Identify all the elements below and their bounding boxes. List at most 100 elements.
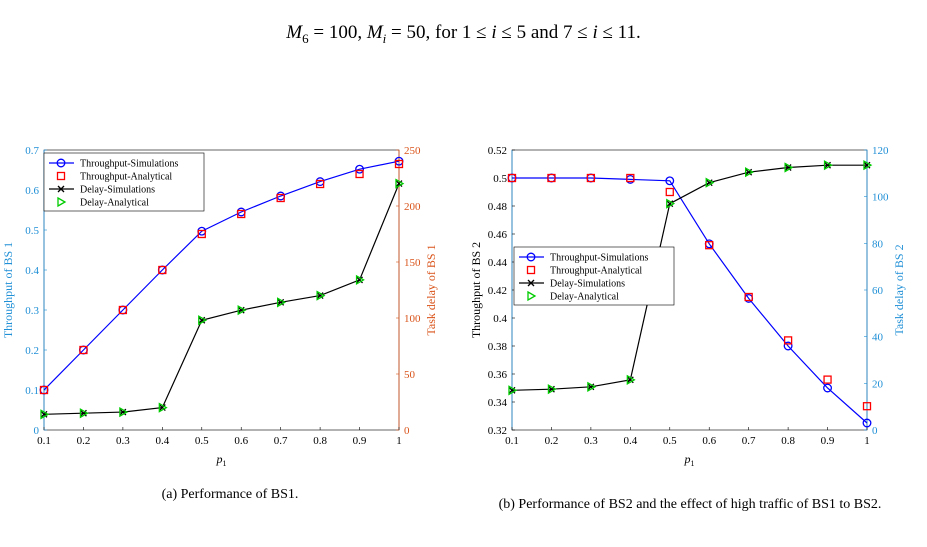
x-tick-label: 0.5 [195, 435, 209, 447]
data-point [119, 408, 127, 416]
data-point [158, 265, 167, 275]
series-3 [508, 160, 873, 396]
legend: Throughput-Simulations Throughput-Analyti… [43, 152, 205, 212]
x-tick-label: 0.8 [313, 435, 327, 447]
series-line-0 [512, 177, 868, 424]
data-point [862, 402, 872, 411]
data-point [863, 161, 871, 169]
legend-marker [527, 279, 535, 287]
data-point [40, 410, 48, 418]
caption-b: (b) Performance of BS2 and the effect of… [498, 497, 882, 512]
legend-marker [57, 196, 67, 208]
data-point [119, 406, 129, 418]
series-line-2 [511, 164, 867, 391]
legend-label: Delay-Analytical [80, 198, 149, 209]
x-tick-label: 0.2 [77, 435, 91, 447]
x-axis-label: p1 [684, 452, 695, 468]
data-point [198, 315, 208, 326]
legend-label: Throughput-Simulations [80, 159, 178, 170]
x-tick-label: 0.6 [702, 435, 716, 447]
legend-label: Delay-Simulations [550, 279, 625, 290]
data-point [666, 200, 674, 208]
y-right-tick-label: 100 [404, 313, 421, 325]
y-left-tick-label: 0.38 [488, 341, 508, 353]
series-1 [507, 173, 872, 411]
data-point [705, 241, 714, 250]
data-point [315, 179, 325, 189]
y-left-tick-label: 0.5 [25, 225, 39, 237]
data-point [705, 179, 713, 187]
data-point [40, 409, 50, 420]
y-left-tick-label: 0.6 [25, 185, 39, 197]
data-point [745, 168, 753, 176]
data-point [79, 408, 89, 419]
x-tick-label: 1 [864, 435, 870, 447]
series-line-0 [43, 160, 400, 391]
data-point [316, 292, 324, 300]
legend-marker [57, 185, 65, 193]
y-right-tick-label: 40 [872, 332, 884, 344]
data-point [587, 381, 597, 392]
series-line-2 [43, 183, 400, 415]
data-point [863, 160, 873, 171]
y-left-tick-label: 0.4 [25, 265, 39, 277]
data-point [316, 290, 326, 301]
data-point [823, 383, 833, 393]
x-tick-label: 0.4 [623, 435, 637, 447]
y-left-tick-label: 0.34 [488, 397, 508, 409]
legend-marker [527, 290, 537, 302]
header-formula: M6 = 100, Mi = 50, for 1 ≤ i ≤ 5 and 7 ≤… [286, 22, 641, 46]
x-tick-label: 0.6 [234, 435, 248, 447]
y-right-tick-label: 0 [872, 425, 878, 437]
y-right-tick-label: 20 [872, 378, 884, 390]
y-left-tick-label: 0.5 [493, 173, 507, 185]
series-3 [40, 178, 405, 420]
data-point [508, 385, 518, 396]
y-left-tick-label: 0.2 [25, 345, 39, 357]
y-left-axis-label: Throughput of BS 1 [1, 242, 15, 338]
data-point [626, 374, 636, 385]
y-left-tick-label: 0.7 [25, 145, 39, 157]
x-tick-label: 0.3 [116, 435, 130, 447]
data-point [784, 162, 794, 173]
data-point [784, 164, 792, 171]
chart-a: 0.1 0.2 0.3 0.4 0.5 0.6 0.7 0.8 0.9 1p100.10.20.3… [1, 145, 438, 468]
data-point [198, 316, 206, 324]
data-point [355, 274, 365, 286]
data-point [277, 297, 286, 308]
legend-marker [56, 171, 66, 181]
legend-label: Delay-Simulations [80, 185, 155, 196]
x-tick-label: 0.2 [545, 435, 559, 447]
y-left-tick-label: 0.32 [488, 425, 507, 437]
data-point [237, 305, 247, 316]
y-left-tick-label: 0.36 [488, 369, 508, 381]
x-tick-label: 0.9 [821, 435, 835, 447]
data-point [823, 160, 833, 171]
data-point [666, 198, 676, 209]
y-right-axis-label: Task delay of BS 1 [424, 244, 438, 335]
data-point [626, 376, 634, 384]
series-2 [508, 161, 871, 394]
y-left-tick-label: 0.48 [488, 201, 508, 213]
legend-label: Throughput-Simulations [550, 253, 648, 264]
data-point [665, 176, 675, 186]
data-point [862, 418, 872, 428]
data-point [276, 193, 285, 203]
data-point [783, 341, 793, 351]
legend-label: Throughput-Analytical [550, 266, 642, 277]
data-point [547, 384, 557, 395]
data-point [39, 385, 49, 395]
y-left-tick-label: 0.52 [488, 145, 507, 157]
y-left-tick-label: 0.44 [488, 257, 508, 269]
data-point [394, 159, 404, 169]
legend-marker [526, 252, 536, 262]
x-tick-label: 0.3 [584, 435, 598, 447]
series-1 [39, 159, 404, 395]
data-point [705, 177, 715, 188]
y-left-tick-label: 0.42 [488, 285, 507, 297]
data-point [79, 409, 87, 417]
data-point [277, 298, 285, 306]
caption-a: (a) Performance of BS1. [161, 487, 299, 502]
x-tick-label: 0.4 [155, 435, 169, 447]
